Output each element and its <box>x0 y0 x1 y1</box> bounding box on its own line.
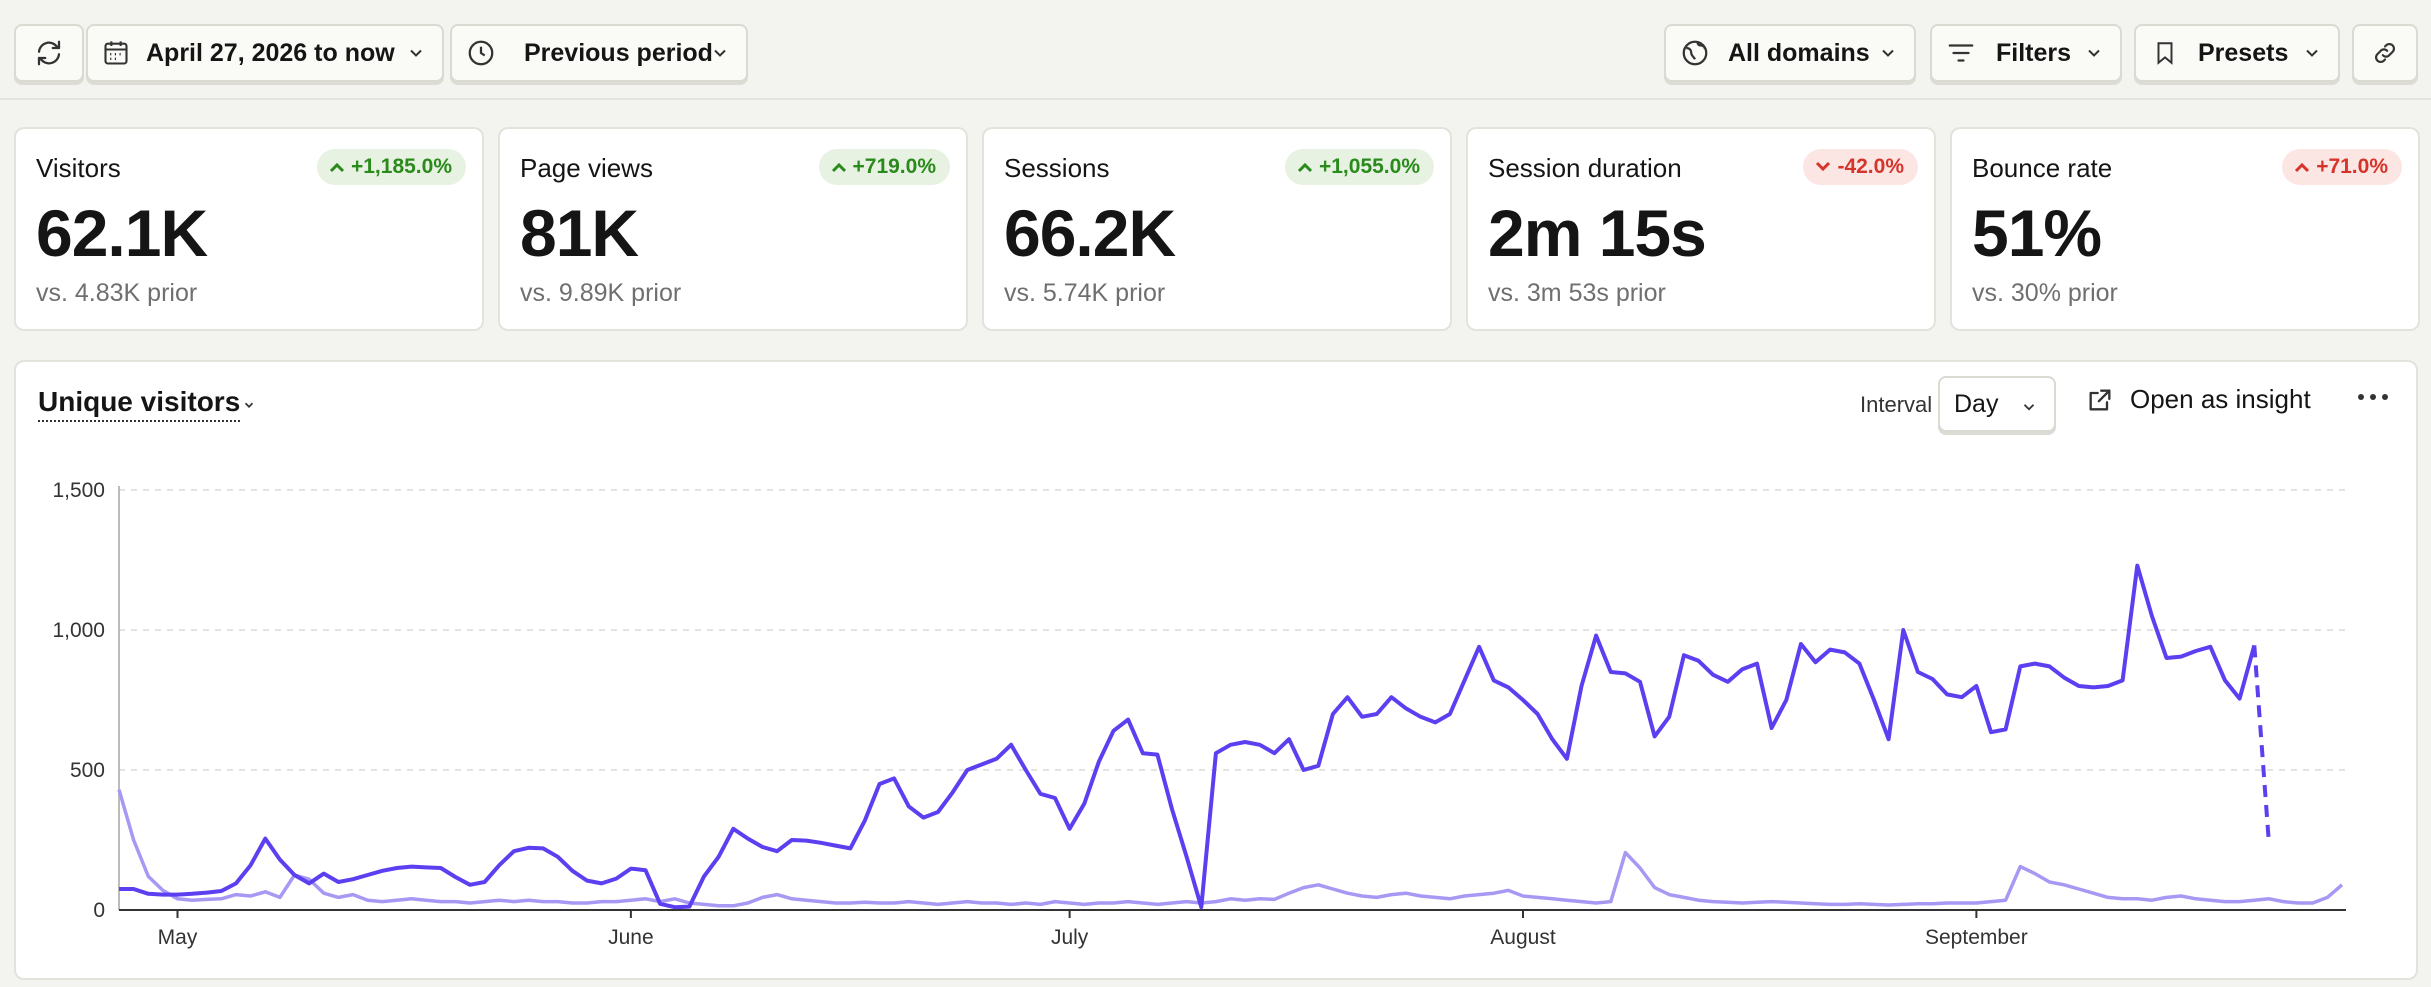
ellipsis-icon[interactable] <box>2356 392 2390 402</box>
stat-value: 62.1K <box>36 196 208 270</box>
globe-icon <box>1682 40 1708 66</box>
x-tick-label: June <box>608 926 654 949</box>
copy-link-button[interactable] <box>2352 24 2418 82</box>
stat-value: 51% <box>1972 196 2102 270</box>
y-tick-label: 0 <box>93 899 105 922</box>
compare-period-label: Previous period <box>524 38 713 67</box>
chevron-down-icon <box>2306 49 2318 57</box>
chevron-down-icon <box>410 49 422 57</box>
presets-label: Presets <box>2198 38 2289 67</box>
calendar-icon <box>104 41 128 65</box>
stat-card-bounce-rate[interactable]: Bounce rate +71.0% 51% vs. 30% prior <box>1950 127 2420 331</box>
unique-visitors-panel: 0 500 1,000 1,500 May June July August September… <box>14 360 2418 980</box>
x-tick-label: May <box>158 926 198 949</box>
previous-period-line <box>117 789 2344 908</box>
change-badge: +1,055.0% <box>1284 149 1434 185</box>
stat-prior: vs. 30% prior <box>1972 279 2118 307</box>
change-badge: +71.0% <box>2282 149 2402 185</box>
arrow-up-icon <box>2295 162 2310 173</box>
metric-selector[interactable]: Unique visitors <box>38 386 241 422</box>
change-badge: -42.0% <box>1803 149 1918 185</box>
stat-prior: vs. 9.89K prior <box>520 279 682 307</box>
change-value: +71.0% <box>2316 155 2388 178</box>
change-value: +1,185.0% <box>350 155 452 178</box>
chevron-down-icon <box>2023 404 2035 411</box>
dashboard-toolbar: April 27, 2026 to now Previous period Al… <box>0 0 2431 100</box>
interval-label: Interval <box>1860 392 1933 417</box>
external-link-icon <box>2089 389 2111 410</box>
date-range-label: April 27, 2026 to now <box>146 38 395 67</box>
filters-button[interactable]: Filters <box>1930 24 2122 82</box>
arrow-up-icon <box>329 162 345 173</box>
stat-value: 66.2K <box>1004 196 1176 270</box>
current-period-line <box>119 563 2257 910</box>
x-tick-label: September <box>1925 926 2028 949</box>
current-period-incomplete-segment <box>2252 645 2271 843</box>
y-tick-label: 500 <box>70 759 105 782</box>
presets-button[interactable]: Presets <box>2134 24 2340 82</box>
y-tick-label: 1,000 <box>52 619 105 642</box>
chevron-down-icon <box>1882 49 1894 57</box>
chevron-down-icon[interactable] <box>242 398 256 412</box>
arrow-up-icon <box>831 162 846 173</box>
filter-icon <box>1948 44 1974 62</box>
refresh-icon <box>37 40 61 66</box>
stat-value: 2m 15s <box>1488 196 1707 270</box>
stat-title: Session duration <box>1488 153 1682 183</box>
stat-title: Visitors <box>36 153 121 183</box>
interval-value: Day <box>1954 389 1999 418</box>
x-tick-label: July <box>1051 926 1089 949</box>
stat-title: Sessions <box>1004 153 1110 183</box>
stat-value: 81K <box>520 196 639 270</box>
x-tick-label: August <box>1490 926 1556 949</box>
bookmark-icon <box>2157 42 2173 65</box>
domains-label: All domains <box>1728 38 1870 67</box>
open-as-insight-label: Open as insight <box>2130 384 2311 414</box>
open-as-insight-button[interactable]: Open as insight <box>2086 384 2311 415</box>
refresh-button[interactable] <box>14 24 84 82</box>
change-badge: +1,185.0% <box>316 149 466 185</box>
change-value: +1,055.0% <box>1318 155 1420 178</box>
interval-select[interactable]: Day <box>1938 376 2056 432</box>
unique-visitors-chart: 0 500 1,000 1,500 May June July August September <box>52 479 2346 949</box>
filters-label: Filters <box>1996 38 2072 67</box>
stat-title: Page views <box>520 153 653 183</box>
chevron-down-icon <box>2088 49 2100 57</box>
change-value: -42.0% <box>1837 155 1904 178</box>
compare-period-button[interactable]: Previous period <box>450 24 748 82</box>
chevron-down-icon <box>714 49 726 57</box>
y-tick-label: 1,500 <box>52 479 105 502</box>
stat-title: Bounce rate <box>1972 153 2113 183</box>
stat-card-session-duration[interactable]: Session duration -42.0% 2m 15s vs. 3m 53… <box>1466 127 1936 331</box>
link-icon <box>2375 43 2395 63</box>
stat-card-sessions[interactable]: Sessions +1,055.0% 66.2K vs. 5.74K prior <box>982 127 1452 331</box>
arrow-up-icon <box>1297 162 1313 173</box>
date-range-button[interactable]: April 27, 2026 to now <box>86 24 444 82</box>
stat-prior: vs. 3m 53s prior <box>1488 279 1666 307</box>
change-badge: +719.0% <box>818 149 950 185</box>
change-value: +719.0% <box>852 155 937 178</box>
domains-button[interactable]: All domains <box>1664 24 1916 82</box>
arrow-down-icon <box>1816 161 1831 172</box>
stat-card-page-views[interactable]: Page views +719.0% 81K vs. 9.89K prior <box>498 127 968 331</box>
stat-card-visitors[interactable]: Visitors +1,185.0% 62.1K vs. 4.83K prior <box>14 127 484 331</box>
clock-icon <box>468 40 494 66</box>
stat-prior: vs. 4.83K prior <box>36 279 198 307</box>
stat-prior: vs. 5.74K prior <box>1004 279 1166 307</box>
